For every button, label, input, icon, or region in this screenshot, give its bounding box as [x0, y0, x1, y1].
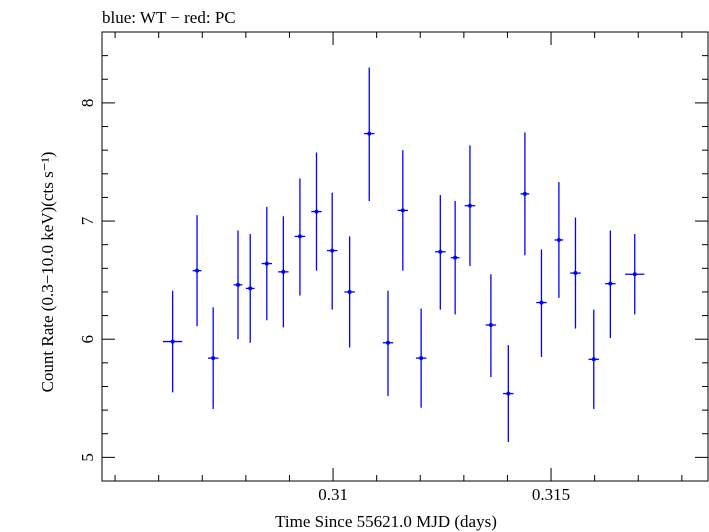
data-point	[382, 290, 394, 396]
y-tick-label: 8	[78, 99, 97, 108]
data-point	[520, 132, 530, 256]
data-point	[192, 215, 202, 327]
data-point	[278, 216, 289, 328]
y-tick-label: 6	[78, 335, 97, 344]
data-point	[364, 67, 375, 201]
point-marker	[608, 281, 613, 286]
data-point	[625, 234, 645, 315]
data-point	[294, 178, 306, 296]
data-point	[233, 230, 243, 340]
point-marker	[506, 391, 511, 396]
point-marker	[281, 269, 286, 274]
point-marker	[556, 237, 561, 242]
data-point	[261, 206, 273, 321]
point-marker	[170, 339, 175, 344]
point-marker	[467, 203, 472, 208]
point-marker	[488, 323, 493, 328]
point-marker	[264, 261, 269, 266]
point-marker	[297, 234, 302, 239]
point-marker	[419, 356, 424, 361]
point-marker	[522, 191, 527, 196]
x-axis-label: Time Since 55621.0 MJD (days)	[275, 512, 497, 531]
data-point	[397, 150, 409, 271]
point-marker	[195, 268, 200, 273]
data-point	[464, 145, 476, 266]
data-point	[450, 200, 460, 315]
data-point	[435, 195, 446, 310]
data-point	[326, 192, 338, 310]
data-point	[245, 234, 255, 343]
data-point	[554, 182, 564, 298]
data-point	[588, 309, 600, 409]
point-marker	[453, 255, 458, 260]
point-marker	[248, 286, 253, 291]
point-marker	[314, 209, 319, 214]
point-marker	[367, 131, 372, 136]
data-point	[536, 249, 547, 357]
data-points	[163, 67, 645, 443]
data-point	[485, 274, 497, 378]
data-point	[311, 152, 322, 271]
point-marker	[400, 208, 405, 213]
data-point	[605, 230, 616, 339]
point-marker	[211, 356, 216, 361]
plot-frame	[101, 31, 709, 482]
data-point	[207, 307, 219, 409]
point-marker	[438, 249, 443, 254]
point-marker	[347, 289, 352, 294]
point-marker	[539, 300, 544, 305]
x-tick-label: 0.31	[318, 485, 348, 504]
axes	[101, 31, 709, 482]
y-tick-label: 5	[78, 453, 97, 462]
y-tick-label: 7	[78, 216, 97, 225]
data-point	[344, 236, 355, 348]
data-point	[570, 217, 581, 329]
y-axis-label: Count Rate (0.3−10.0 keV)(cts s⁻¹)	[38, 152, 57, 393]
point-marker	[591, 357, 596, 362]
point-marker	[330, 248, 335, 253]
axis-ticks: 0.31 0.315 5 6 7 8	[78, 31, 708, 504]
point-marker	[385, 340, 390, 345]
point-marker	[236, 282, 241, 287]
point-marker	[573, 271, 578, 276]
x-tick-label: 0.315	[532, 485, 570, 504]
data-point	[163, 290, 183, 393]
data-point	[503, 345, 514, 443]
data-point	[415, 308, 427, 408]
point-marker	[632, 272, 637, 277]
chart-title: blue: WT − red: PC	[102, 8, 236, 27]
